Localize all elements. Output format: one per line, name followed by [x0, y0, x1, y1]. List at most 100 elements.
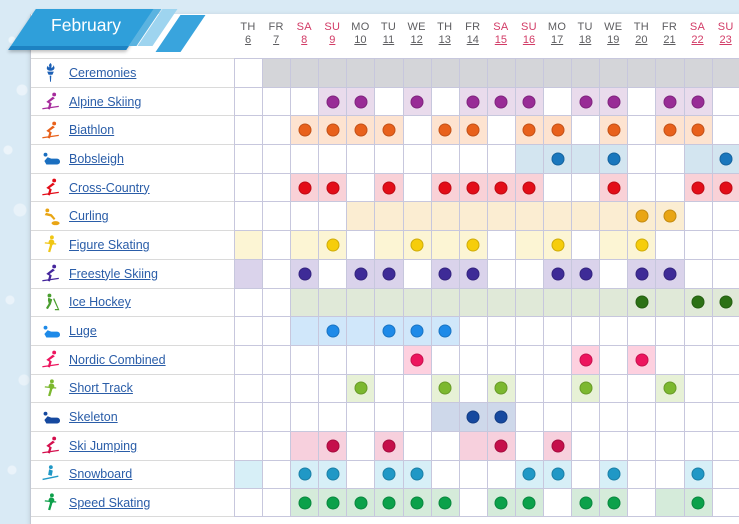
- date-link[interactable]: 20: [635, 34, 648, 46]
- sport-link-figure-skating[interactable]: Figure Skating: [69, 237, 150, 252]
- sport-link-cross-country[interactable]: Cross-Country: [69, 180, 150, 195]
- schedule-cell: [374, 115, 403, 145]
- day-column-header: TH 20: [627, 14, 655, 58]
- date-link[interactable]: 7: [273, 34, 280, 46]
- schedule-cell: [599, 459, 628, 489]
- day-abbrev: FR: [268, 21, 284, 33]
- sport-link-ice-hockey[interactable]: Ice Hockey: [69, 295, 131, 310]
- schedule-cell: [262, 172, 291, 202]
- date-link[interactable]: 18: [579, 34, 592, 46]
- medal-event-dot: [691, 467, 705, 481]
- date-link[interactable]: 22: [691, 34, 704, 46]
- schedule-cell: [599, 344, 628, 374]
- schedule-cell: [711, 488, 739, 517]
- date-link[interactable]: 9: [329, 34, 336, 46]
- sport-label-cell: Ice Hockey: [31, 287, 234, 317]
- sport-link-ski-jumping[interactable]: Ski Jumping: [69, 438, 138, 453]
- schedule-cell: [458, 58, 487, 87]
- medal-event-dot: [579, 267, 593, 281]
- schedule-cell: [374, 201, 403, 231]
- sport-link-ceremonies[interactable]: Ceremonies: [69, 65, 137, 80]
- schedule-cell: [543, 287, 572, 317]
- schedule-cell: [514, 230, 544, 259]
- date-link[interactable]: 17: [550, 34, 564, 46]
- date-link[interactable]: 19: [607, 34, 620, 46]
- schedule-cell: [627, 316, 656, 345]
- date-link[interactable]: 13: [438, 34, 451, 46]
- sport-link-short-track[interactable]: Short Track: [69, 381, 133, 396]
- sport-link-alpine-skiing[interactable]: Alpine Skiing: [69, 94, 142, 109]
- schedule-cell: [402, 58, 431, 87]
- medal-event-dot: [382, 123, 396, 137]
- medal-event-dot: [663, 95, 677, 109]
- schedule-cell: [599, 115, 628, 145]
- date-link[interactable]: 23: [719, 34, 732, 46]
- date-link[interactable]: 10: [354, 34, 367, 46]
- sport-link-biathlon[interactable]: Biathlon: [69, 123, 115, 138]
- schedule-cell: [234, 316, 263, 345]
- sport-link-speed-skating[interactable]: Speed Skating: [69, 495, 151, 510]
- sport-link-skeleton[interactable]: Skeleton: [69, 410, 118, 425]
- schedule-cell: [655, 373, 684, 403]
- day-column-header: MO 17: [543, 14, 571, 58]
- schedule-cell: [599, 258, 628, 288]
- medal-event-dot: [382, 324, 396, 338]
- schedule-cell: [430, 115, 459, 145]
- schedule-cell: [234, 172, 263, 202]
- schedule-cell: [234, 230, 263, 259]
- sport-link-freestyle-skiing[interactable]: Freestyle Skiing: [69, 266, 158, 281]
- schedule-cell: [543, 258, 572, 288]
- date-link[interactable]: 16: [522, 34, 536, 46]
- schedule-cell: [262, 488, 291, 517]
- schedule-cell: [402, 144, 431, 173]
- schedule-cell: [571, 344, 600, 374]
- schedule-cell: [514, 316, 544, 345]
- sport-label-cell: Short Track: [31, 373, 234, 403]
- sport-link-snowboard[interactable]: Snowboard: [69, 467, 133, 482]
- schedule-cell: [711, 287, 739, 317]
- sport-link-curling[interactable]: Curling: [69, 209, 109, 224]
- schedule-cell: [655, 430, 684, 460]
- schedule-cell: [655, 58, 684, 87]
- date-link[interactable]: 6: [244, 34, 252, 46]
- medal-event-dot: [466, 181, 480, 195]
- schedule-cell: [318, 258, 347, 288]
- medal-event-dot: [438, 181, 452, 195]
- date-link[interactable]: 15: [494, 34, 508, 46]
- schedule-cell: [346, 258, 375, 288]
- sport-link-nordic-combined[interactable]: Nordic Combined: [69, 352, 166, 367]
- medal-event-dot: [691, 295, 705, 309]
- schedule-cell: [374, 316, 403, 345]
- ceremonies-icon: [46, 63, 55, 83]
- day-column-header: TH 6: [234, 14, 262, 58]
- schedule-cell: [627, 144, 656, 173]
- date-link[interactable]: 8: [301, 34, 308, 46]
- date-link[interactable]: 11: [382, 34, 395, 46]
- sport-row-skeleton: Skeleton: [31, 402, 739, 431]
- sport-row-freestyle-skiing: Freestyle Skiing: [31, 258, 739, 288]
- date-link[interactable]: 21: [663, 34, 676, 46]
- sport-link-luge[interactable]: Luge: [69, 324, 97, 339]
- sport-link-bobsleigh[interactable]: Bobsleigh: [69, 151, 124, 166]
- day-abbrev: SA: [493, 21, 509, 33]
- schedule-cell: [486, 430, 515, 460]
- medal-event-dot: [438, 324, 452, 338]
- medal-event-dot: [635, 209, 649, 223]
- schedule-cell: [430, 201, 459, 231]
- schedule-cell: [711, 316, 739, 345]
- date-link[interactable]: 12: [410, 34, 423, 46]
- medal-event-dot: [466, 238, 480, 252]
- schedule-cell: [571, 58, 600, 87]
- date-link[interactable]: 14: [466, 34, 479, 46]
- sport-row-alpine-skiing: Alpine Skiing: [31, 86, 739, 116]
- day-abbrev: SA: [689, 21, 706, 33]
- medal-event-dot: [719, 295, 733, 309]
- schedule-cell: [543, 344, 572, 374]
- schedule-cell: [627, 115, 656, 145]
- freestyle-skiing-icon: [42, 264, 59, 282]
- medal-event-dot: [466, 410, 480, 424]
- schedule-cell: [571, 258, 600, 288]
- schedule-cell: [290, 58, 319, 87]
- schedule-cell: [430, 373, 459, 403]
- schedule-cell: [346, 201, 375, 231]
